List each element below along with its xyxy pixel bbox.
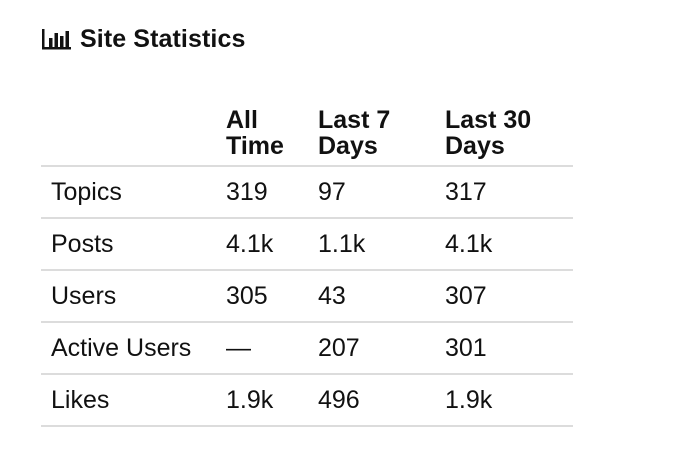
cell-last-30-days: 307 [435,270,573,323]
cell-last-7-days: 496 [308,374,435,427]
cell-all-time: 305 [216,270,308,323]
column-header-last-30-days: Last 30 Days [435,107,573,167]
table-row: Users 305 43 307 [41,270,573,323]
row-label: Topics [41,166,216,219]
cell-last-7-days: 97 [308,166,435,219]
cell-last-30-days: 4.1k [435,218,573,271]
table-header-row: All Time Last 7 Days Last 30 Days [41,107,573,167]
row-label: Users [41,270,216,323]
cell-last-30-days: 1.9k [435,374,573,427]
bar-chart-icon [41,26,72,52]
table-row: Topics 319 97 317 [41,166,573,219]
table-row: Active Users — 207 301 [41,322,573,375]
column-header-label [41,107,216,167]
cell-last-7-days: 1.1k [308,218,435,271]
cell-all-time: — [216,322,308,375]
cell-last-7-days: 43 [308,270,435,323]
page-title: Site Statistics [80,25,246,53]
cell-all-time: 319 [216,166,308,219]
cell-all-time: 4.1k [216,218,308,271]
table-row: Likes 1.9k 496 1.9k [41,374,573,427]
cell-last-30-days: 317 [435,166,573,219]
row-label: Likes [41,374,216,427]
site-statistics-table: All Time Last 7 Days Last 30 Days Topics 31… [41,107,573,427]
cell-last-7-days: 207 [308,322,435,375]
column-header-all-time: All Time [216,107,308,167]
cell-all-time: 1.9k [216,374,308,427]
table-row: Posts 4.1k 1.1k 4.1k [41,218,573,271]
section-header: Site Statistics [41,24,245,54]
row-label: Posts [41,218,216,271]
row-label: Active Users [41,322,216,375]
cell-last-30-days: 301 [435,322,573,375]
column-header-last-7-days: Last 7 Days [308,107,435,167]
